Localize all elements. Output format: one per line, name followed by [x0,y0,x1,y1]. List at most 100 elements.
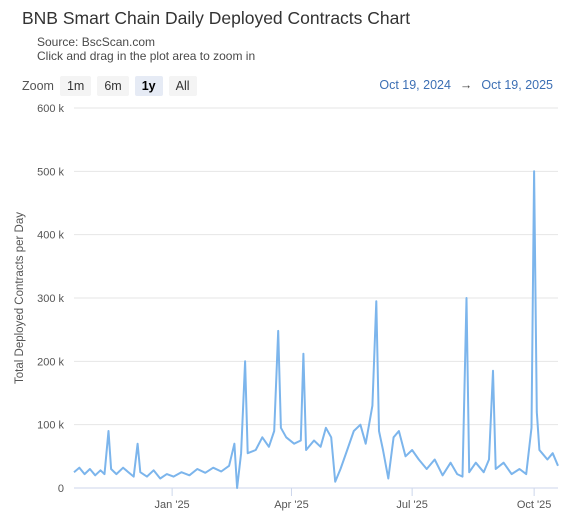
data-point[interactable] [212,466,215,469]
data-point[interactable] [228,464,231,467]
data-point[interactable] [533,170,536,173]
data-point[interactable] [375,300,378,303]
data-point[interactable] [371,404,374,407]
data-point[interactable] [417,458,420,461]
data-point[interactable] [546,458,549,461]
data-point[interactable] [492,369,495,372]
data-point[interactable] [502,461,505,464]
data-point[interactable] [488,458,491,461]
data-point[interactable] [530,426,533,429]
data-point[interactable] [244,360,247,363]
data-point[interactable] [73,471,76,474]
data-point[interactable] [196,468,199,471]
data-point[interactable] [305,449,308,452]
data-point[interactable] [277,329,280,332]
data-point[interactable] [425,468,428,471]
data-point[interactable] [99,469,102,472]
data-point[interactable] [541,452,544,455]
data-point[interactable] [110,468,113,471]
data-point[interactable] [267,445,270,448]
data-point[interactable] [456,473,459,476]
data-point[interactable] [165,473,168,476]
data-point[interactable] [346,449,349,452]
data-point[interactable] [136,442,139,445]
data-point[interactable] [392,436,395,439]
data-point[interactable] [132,475,135,478]
data-point[interactable] [139,471,142,474]
data-point[interactable] [461,475,464,478]
data-point[interactable] [285,436,288,439]
data-point[interactable] [319,445,322,448]
data-point[interactable] [188,474,191,477]
range-from-input[interactable]: Oct 19, 2024 [379,78,451,92]
data-point[interactable] [240,452,243,455]
zoom-1m-button[interactable]: 1m [59,76,92,96]
data-point[interactable] [397,430,400,433]
data-point[interactable] [441,474,444,477]
data-point[interactable] [382,449,385,452]
y-tick-label: 300 k [37,293,64,305]
range-arrow-icon: → [459,78,473,92]
data-point[interactable] [551,452,554,455]
data-point[interactable] [535,411,538,414]
zoom-1y-button[interactable]: 1y [134,76,163,96]
data-point[interactable] [299,439,302,442]
data-point[interactable] [411,449,414,452]
data-point[interactable] [180,471,183,474]
data-point[interactable] [83,473,86,476]
data-point[interactable] [538,449,541,452]
data-point[interactable] [313,439,316,442]
data-point[interactable] [334,480,337,483]
data-point[interactable] [220,470,223,473]
data-point[interactable] [115,473,118,476]
data-point[interactable] [359,423,362,426]
data-point[interactable] [474,461,477,464]
data-point[interactable] [494,468,497,471]
range-to-input[interactable]: Oct 19, 2025 [481,78,553,92]
data-point[interactable] [293,442,296,445]
data-point[interactable] [449,461,452,464]
data-point[interactable] [330,436,333,439]
data-point[interactable] [387,477,390,480]
data-point[interactable] [261,436,264,439]
data-point[interactable] [103,473,106,476]
y-tick-label: 600 k [37,103,64,115]
data-point[interactable] [145,475,148,478]
data-point[interactable] [254,449,257,452]
data-point[interactable] [510,473,513,476]
data-point[interactable] [159,477,162,480]
data-point[interactable] [236,487,239,490]
data-point[interactable] [279,426,282,429]
data-point[interactable] [465,297,468,300]
data-point[interactable] [339,468,342,471]
data-point[interactable] [557,464,560,467]
data-point[interactable] [94,474,97,477]
data-point[interactable] [246,452,249,455]
data-point[interactable] [233,442,236,445]
series-group [73,170,560,490]
data-point[interactable] [324,426,327,429]
zoom-6m-button[interactable]: 6m [97,76,129,96]
data-point[interactable] [352,430,355,433]
data-point[interactable] [172,475,175,478]
data-point[interactable] [204,471,207,474]
data-point[interactable] [404,455,407,458]
data-point[interactable] [378,430,381,433]
data-point[interactable] [78,466,81,469]
data-point[interactable] [364,442,367,445]
series-line[interactable] [73,170,559,489]
data-point[interactable] [122,466,125,469]
data-point[interactable] [107,430,110,433]
data-point[interactable] [482,471,485,474]
data-point[interactable] [468,471,471,474]
data-point[interactable] [525,473,528,476]
data-point[interactable] [88,468,91,471]
data-point[interactable] [273,430,276,433]
data-point[interactable] [152,469,155,472]
data-point[interactable] [302,352,305,355]
data-point[interactable] [433,458,436,461]
zoom-all-button[interactable]: All [168,76,197,96]
data-point[interactable] [518,468,521,471]
data-point[interactable] [127,471,130,474]
